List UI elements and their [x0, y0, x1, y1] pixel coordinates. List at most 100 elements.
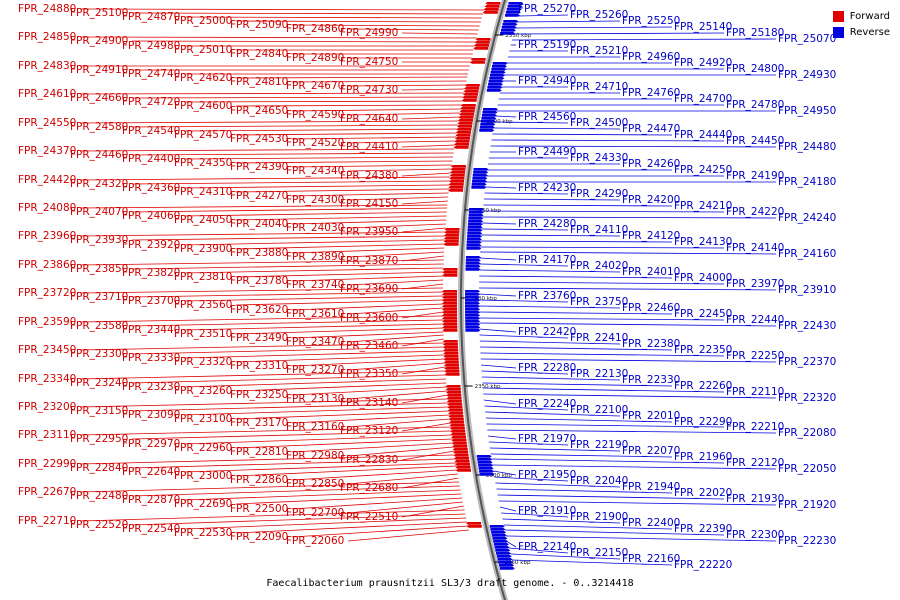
reverse-gene-fpr-22420[interactable]: FPR_22420	[479, 326, 576, 338]
reverse-gene-fpr-24260[interactable]: FPR_24260	[488, 158, 680, 170]
forward-gene-fpr-23950[interactable]: FPR_23950	[340, 226, 446, 238]
reverse-gene-fpr-22020[interactable]: FPR_22020	[496, 487, 732, 499]
forward-gene-fpr-23200[interactable]: FPR_23200	[18, 398, 448, 413]
reverse-gene-fpr-21970[interactable]: FPR_21970	[487, 433, 576, 445]
forward-gene-fpr-23780[interactable]: FPR_23780	[230, 275, 444, 287]
forward-gene-fpr-24850[interactable]: FPR_24850	[18, 31, 477, 43]
reverse-gene-fpr-22220[interactable]: FPR_22220	[512, 559, 732, 571]
forward-gene-fpr-24300[interactable]: FPR_24300	[286, 194, 449, 206]
forward-gene-fpr-24610[interactable]: FPR_24610	[18, 88, 464, 100]
forward-gene-fpr-25090[interactable]: FPR_25090	[230, 19, 480, 31]
forward-gene-fpr-24900[interactable]: FPR_24900	[70, 35, 476, 47]
reverse-gene-fpr-23750[interactable]: FPR_23750	[478, 296, 628, 308]
forward-gene-fpr-23100[interactable]: FPR_23100	[174, 410, 450, 425]
forward-gene-fpr-24080[interactable]: FPR_24080	[18, 202, 448, 214]
forward-gene-fpr-22640[interactable]: FPR_22640	[122, 462, 457, 478]
forward-gene-fpr-24420[interactable]: FPR_24420	[18, 174, 451, 186]
forward-gene-fpr-23590[interactable]: FPR_23590	[18, 315, 444, 328]
forward-gene-fpr-24890[interactable]: FPR_24890	[286, 52, 472, 64]
reverse-gene-fpr-22260[interactable]: FPR_22260	[482, 380, 732, 392]
forward-gene-fpr-24370[interactable]: FPR_24370	[18, 145, 455, 157]
reverse-gene-fpr-22110[interactable]: FPR_22110	[482, 386, 785, 398]
reverse-gene-fpr-24140[interactable]: FPR_24140	[480, 242, 784, 254]
forward-gene-fpr-22060[interactable]: FPR_22060	[286, 529, 469, 547]
reverse-gene-fpr-22040[interactable]: FPR_22040	[494, 475, 628, 487]
reverse-gene-fpr-24330[interactable]: FPR_24330	[488, 152, 628, 164]
reverse-gene-fpr-21910[interactable]: FPR_21910	[499, 505, 576, 517]
forward-gene-fpr-22530[interactable]: FPR_22530	[174, 521, 468, 539]
forward-gene-fpr-23330[interactable]: FPR_23330	[122, 350, 445, 364]
reverse-gene-fpr-22440[interactable]: FPR_22440	[479, 314, 784, 326]
reverse-gene-fpr-24130[interactable]: FPR_24130	[480, 236, 733, 248]
reverse-gene-fpr-24290[interactable]: FPR_24290	[484, 188, 629, 200]
forward-gene-fpr-23150[interactable]: FPR_23150	[70, 402, 449, 417]
forward-gene-fpr-24390[interactable]: FPR_24390	[230, 161, 452, 173]
forward-gene-fpr-24070[interactable]: FPR_24070	[70, 206, 448, 218]
forward-gene-fpr-24410[interactable]: FPR_24410	[340, 141, 455, 153]
reverse-gene-fpr-23910[interactable]: FPR_23910	[479, 284, 836, 296]
forward-gene-fpr-24530[interactable]: FPR_24530	[230, 133, 456, 145]
forward-gene-fpr-23720[interactable]: FPR_23720	[18, 287, 444, 299]
forward-gene-fpr-22810[interactable]: FPR_22810	[230, 442, 454, 458]
forward-gene-fpr-23920[interactable]: FPR_23920	[122, 239, 445, 251]
reverse-gene-fpr-24560[interactable]: FPR_24560	[495, 111, 577, 123]
forward-gene-fpr-23230[interactable]: FPR_23230	[122, 378, 447, 393]
forward-gene-fpr-24270[interactable]: FPR_24270	[230, 190, 449, 202]
reverse-gene-fpr-25190[interactable]: FPR_25190	[510, 39, 577, 51]
reverse-gene-fpr-22350[interactable]: FPR_22350	[480, 344, 732, 356]
reverse-gene-fpr-24190[interactable]: FPR_24190	[486, 170, 785, 182]
reverse-gene-fpr-24440[interactable]: FPR_24440	[492, 129, 732, 141]
forward-gene-fpr-22540[interactable]: FPR_22540	[122, 517, 467, 535]
forward-gene-fpr-22860[interactable]: FPR_22860	[230, 469, 458, 486]
reverse-gene-fpr-22290[interactable]: FPR_22290	[485, 416, 733, 428]
forward-gene-fpr-23170[interactable]: FPR_23170	[230, 414, 450, 429]
forward-gene-fpr-24650[interactable]: FPR_24650	[230, 105, 461, 117]
forward-gene-fpr-23710[interactable]: FPR_23710	[70, 291, 444, 303]
forward-gene-fpr-24360[interactable]: FPR_24360	[122, 182, 450, 194]
reverse-gene-fpr-21940[interactable]: FPR_21940	[495, 481, 680, 493]
reverse-gene-fpr-22210[interactable]: FPR_22210	[486, 421, 785, 433]
reverse-gene-fpr-21930[interactable]: FPR_21930	[497, 493, 785, 505]
forward-gene-fpr-22870[interactable]: FPR_22870	[122, 489, 461, 506]
forward-gene-fpr-24350[interactable]: FPR_24350	[174, 157, 453, 169]
forward-gene-fpr-23340[interactable]: FPR_23340	[18, 370, 446, 385]
forward-gene-fpr-23140[interactable]: FPR_23140	[340, 394, 448, 409]
forward-gene-fpr-23860[interactable]: FPR_23860	[18, 259, 444, 271]
forward-gene-fpr-24990[interactable]: FPR_24990	[340, 27, 478, 39]
forward-gene-fpr-23560[interactable]: FPR_23560	[174, 299, 444, 311]
reverse-gene-fpr-24960[interactable]: FPR_24960	[507, 51, 680, 63]
reverse-gene-fpr-25070[interactable]: FPR_25070	[512, 33, 836, 45]
forward-gene-fpr-22990[interactable]: FPR_22990	[18, 454, 455, 470]
reverse-gene-fpr-23760[interactable]: FPR_23760	[478, 290, 576, 302]
reverse-gene-fpr-24950[interactable]: FPR_24950	[496, 105, 836, 117]
reverse-gene-fpr-22080[interactable]: FPR_22080	[487, 427, 836, 439]
forward-gene-fpr-24860[interactable]: FPR_24860	[286, 23, 479, 35]
reverse-gene-fpr-22100[interactable]: FPR_22100	[484, 404, 628, 416]
forward-gene-fpr-24660[interactable]: FPR_24660	[70, 92, 464, 104]
forward-gene-fpr-24870[interactable]: FPR_24870	[122, 11, 482, 23]
reverse-gene-fpr-21900[interactable]: FPR_21900	[501, 511, 628, 523]
reverse-gene-fpr-24920[interactable]: FPR_24920	[506, 57, 732, 69]
reverse-gene-fpr-24160[interactable]: FPR_24160	[480, 248, 836, 260]
forward-gene-fpr-24310[interactable]: FPR_24310	[174, 186, 450, 198]
forward-gene-fpr-24460[interactable]: FPR_24460	[70, 149, 454, 161]
forward-gene-fpr-24590[interactable]: FPR_24590	[286, 109, 461, 121]
reverse-gene-fpr-25180[interactable]: FPR_25180	[513, 27, 785, 39]
forward-gene-fpr-23930[interactable]: FPR_23930	[70, 234, 446, 246]
reverse-gene-fpr-24010[interactable]: FPR_24010	[479, 266, 680, 278]
forward-gene-fpr-23440[interactable]: FPR_23440	[122, 323, 444, 336]
reverse-gene-fpr-24000[interactable]: FPR_24000	[479, 272, 732, 284]
reverse-gene-fpr-24020[interactable]: FPR_24020	[479, 260, 629, 272]
forward-gene-fpr-24620[interactable]: FPR_24620	[174, 72, 468, 84]
reverse-gene-fpr-24200[interactable]: FPR_24200	[483, 194, 680, 206]
forward-gene-fpr-23820[interactable]: FPR_23820	[122, 267, 444, 279]
forward-gene-fpr-24400[interactable]: FPR_24400	[122, 153, 454, 165]
forward-gene-fpr-22840[interactable]: FPR_22840	[70, 458, 456, 474]
reverse-gene-fpr-21950[interactable]: FPR_21950	[493, 469, 576, 481]
forward-gene-fpr-24340[interactable]: FPR_24340	[286, 165, 452, 177]
forward-gene-fpr-23900[interactable]: FPR_23900	[174, 243, 445, 255]
forward-gene-fpr-24580[interactable]: FPR_24580	[70, 121, 458, 133]
forward-gene-fpr-23880[interactable]: FPR_23880	[230, 247, 445, 259]
forward-gene-fpr-24040[interactable]: FPR_24040	[230, 218, 447, 230]
forward-gene-fpr-22680[interactable]: FPR_22680	[340, 477, 459, 494]
